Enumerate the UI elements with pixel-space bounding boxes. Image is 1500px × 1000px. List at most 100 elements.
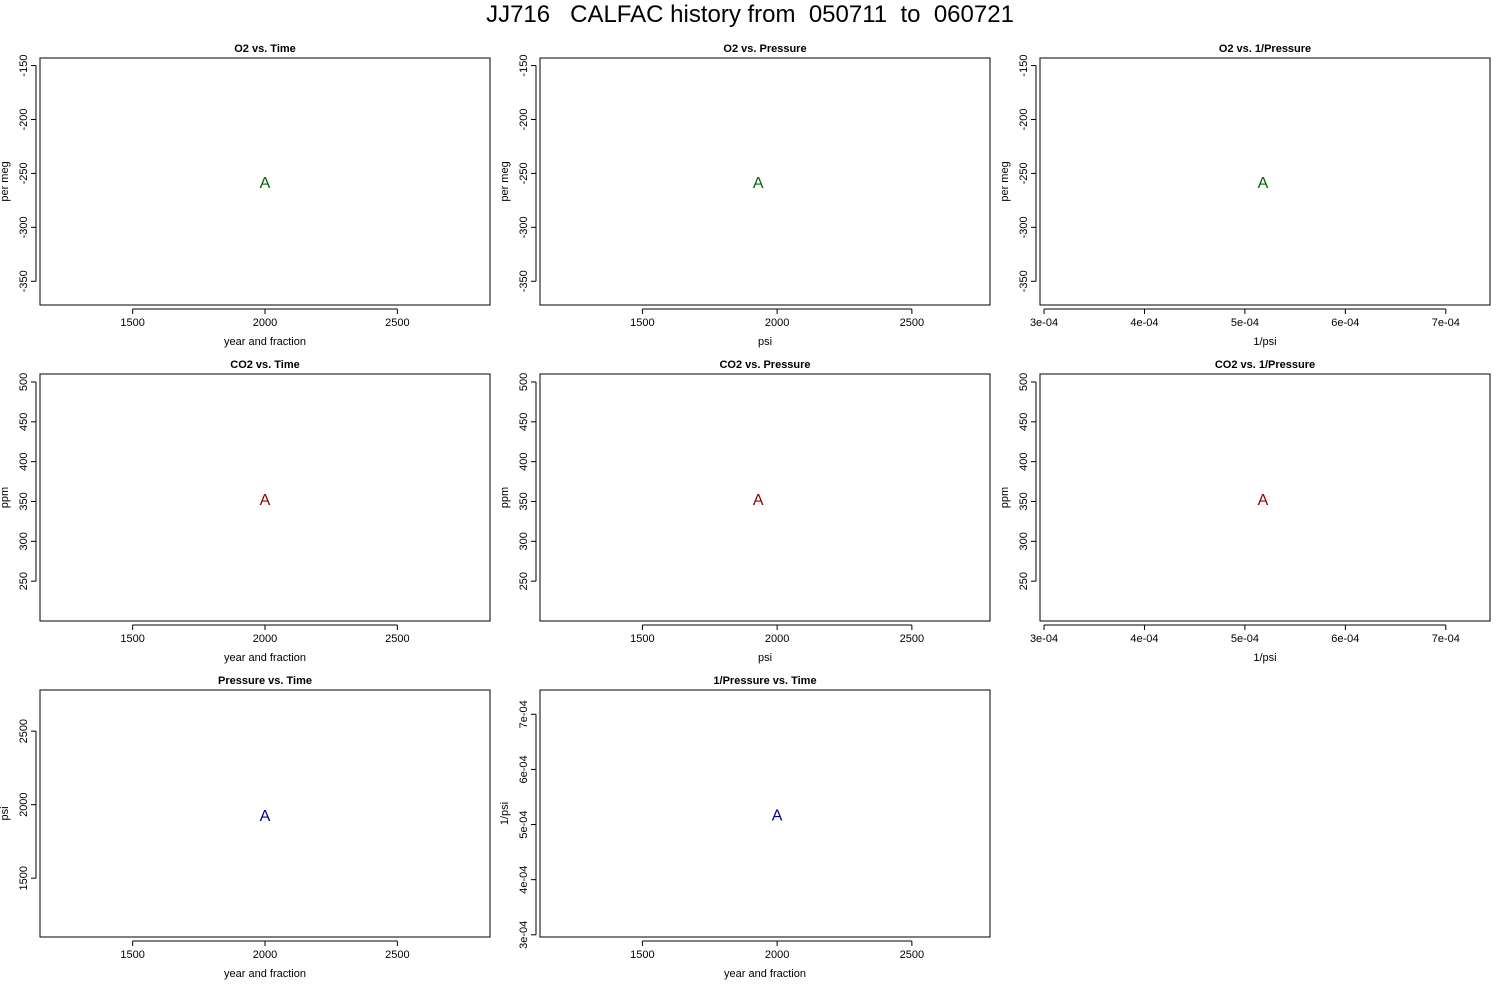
y-tick-label: 6e-04 xyxy=(518,755,530,783)
x-axis-label: year and fraction xyxy=(724,968,806,980)
chart-svg: CO2 vs. Pressure 1500 2000 2500 250 300 350 400… xyxy=(500,359,991,664)
chart-title: O2 vs. Pressure xyxy=(723,43,806,55)
plot-frame xyxy=(539,373,991,622)
y-tick-label: -150 xyxy=(1018,55,1030,77)
y-tick-label: -250 xyxy=(18,162,30,184)
y-tick-label: 2500 xyxy=(18,719,30,743)
x-tick-label: 7e-04 xyxy=(1432,317,1460,329)
panel-co2-vs-time: CO2 vs. Time 1500 2000 2500 250 300 350 400 450 5… xyxy=(0,356,500,671)
y-tick-label: 400 xyxy=(518,452,530,470)
y-tick-label: 250 xyxy=(18,572,30,590)
y-tick-label: -200 xyxy=(518,108,530,130)
y-tick-label: 300 xyxy=(18,532,30,550)
y-tick-label: 300 xyxy=(518,532,530,550)
chart-title: O2 vs. Time xyxy=(234,43,296,55)
y-tick-label: -350 xyxy=(18,270,30,292)
panel-o2-vs-inverse-pressure: O2 vs. 1/Pressure 3e-04 4e-04 5e-04 6e-04 7e-… xyxy=(1000,40,1500,355)
x-tick-label: 2500 xyxy=(900,949,924,961)
chart-svg: O2 vs. 1/Pressure 3e-04 4e-04 5e-04 6e-04 7e-… xyxy=(1000,43,1491,348)
panel-inverse-pressure-vs-time: 1/Pressure vs. Time 1500 2000 2500 3e-04 4e-0… xyxy=(500,672,1000,987)
x-tick-label: 1500 xyxy=(120,317,144,329)
y-tick-label: -300 xyxy=(1018,216,1030,238)
y-tick-label: 450 xyxy=(1018,413,1030,431)
x-tick-label: 2000 xyxy=(253,949,277,961)
y-tick-label: -150 xyxy=(518,55,530,77)
y-tick-label: 4e-04 xyxy=(518,866,530,894)
x-tick-label: 6e-04 xyxy=(1331,633,1359,645)
y-tick-label: 300 xyxy=(1018,532,1030,550)
y-tick-label: 500 xyxy=(518,373,530,391)
y-axis-label: psi xyxy=(0,806,11,820)
plot-frame xyxy=(1039,57,1491,306)
y-axis-label: ppm xyxy=(0,487,11,508)
x-axis-label: year and fraction xyxy=(224,652,306,664)
y-tick-label: 3e-04 xyxy=(518,921,530,949)
x-tick-label: 4e-04 xyxy=(1130,317,1158,329)
x-tick-label: 2000 xyxy=(765,633,789,645)
panel-pressure-vs-time: Pressure vs. Time 1500 2000 2500 1500 2000 250… xyxy=(0,672,500,987)
x-tick-label: 3e-04 xyxy=(1030,633,1058,645)
chart-title: 1/Pressure vs. Time xyxy=(713,675,816,687)
y-tick-label: -300 xyxy=(518,216,530,238)
y-tick-label: -200 xyxy=(18,108,30,130)
data-point: A xyxy=(753,492,764,509)
chart-title: O2 vs. 1/Pressure xyxy=(1219,43,1311,55)
y-tick-label: -200 xyxy=(1018,108,1030,130)
y-tick-label: 2000 xyxy=(18,792,30,816)
chart-svg: 1/Pressure vs. Time 1500 2000 2500 3e-04 4e-0… xyxy=(500,675,991,980)
x-tick-label: 7e-04 xyxy=(1432,633,1460,645)
y-tick-label: -300 xyxy=(18,216,30,238)
panel-o2-vs-time: O2 vs. Time 1500 2000 2500 -150 -200 -250 -300 -… xyxy=(0,40,500,355)
plot-frame xyxy=(39,689,491,938)
data-point: A xyxy=(1258,492,1269,509)
y-tick-label: 5e-04 xyxy=(518,810,530,838)
x-tick-label: 3e-04 xyxy=(1030,317,1058,329)
panel-co2-vs-pressure: CO2 vs. Pressure 1500 2000 2500 250 300 350 400… xyxy=(500,356,1000,671)
y-tick-label: 250 xyxy=(518,572,530,590)
x-tick-label: 2000 xyxy=(253,633,277,645)
x-tick-label: 1500 xyxy=(120,633,144,645)
y-tick-label: 350 xyxy=(518,492,530,510)
y-tick-label: 350 xyxy=(18,492,30,510)
y-axis-label: per meg xyxy=(1000,161,1011,201)
chart-svg: Pressure vs. Time 1500 2000 2500 1500 2000 250… xyxy=(0,675,491,980)
x-tick-label: 2000 xyxy=(765,949,789,961)
x-tick-label: 2500 xyxy=(900,317,924,329)
x-tick-label: 4e-04 xyxy=(1130,633,1158,645)
x-tick-label: 2000 xyxy=(253,317,277,329)
y-tick-label: -150 xyxy=(18,55,30,77)
panel-co2-vs-inverse-pressure: CO2 vs. 1/Pressure 3e-04 4e-04 5e-04 6e-04 7e… xyxy=(1000,356,1500,671)
plot-frame xyxy=(39,373,491,622)
y-tick-label: -250 xyxy=(1018,162,1030,184)
x-tick-label: 1500 xyxy=(630,317,654,329)
y-axis-label: ppm xyxy=(1000,487,1011,508)
y-axis-label: per meg xyxy=(0,161,11,201)
chart-svg: CO2 vs. Time 1500 2000 2500 250 300 350 400 450 5… xyxy=(0,359,491,664)
x-tick-label: 2500 xyxy=(900,633,924,645)
data-point: A xyxy=(772,808,783,825)
x-tick-label: 2500 xyxy=(385,633,409,645)
x-tick-label: 1500 xyxy=(630,949,654,961)
x-tick-label: 2500 xyxy=(385,949,409,961)
x-tick-label: 6e-04 xyxy=(1331,317,1359,329)
y-tick-label: 7e-04 xyxy=(518,700,530,728)
x-axis-label: year and fraction xyxy=(224,336,306,348)
y-axis-label: per meg xyxy=(500,161,511,201)
chart-title: CO2 vs. Time xyxy=(230,359,300,371)
x-axis-label: 1/psi xyxy=(1253,652,1276,664)
x-tick-label: 5e-04 xyxy=(1231,633,1259,645)
x-tick-label: 1500 xyxy=(120,949,144,961)
y-tick-label: 350 xyxy=(1018,492,1030,510)
data-point: A xyxy=(260,808,271,825)
x-tick-label: 2500 xyxy=(385,317,409,329)
chart-title: Pressure vs. Time xyxy=(218,675,312,687)
chart-title: CO2 vs. 1/Pressure xyxy=(1215,359,1315,371)
y-tick-label: 400 xyxy=(18,452,30,470)
x-tick-label: 1500 xyxy=(630,633,654,645)
y-axis-label: 1/psi xyxy=(500,802,511,825)
plot-frame xyxy=(539,689,991,938)
y-tick-label: 500 xyxy=(1018,373,1030,391)
data-point: A xyxy=(260,492,271,509)
y-tick-label: -350 xyxy=(1018,270,1030,292)
chart-svg: CO2 vs. 1/Pressure 3e-04 4e-04 5e-04 6e-04 7e… xyxy=(1000,359,1491,664)
